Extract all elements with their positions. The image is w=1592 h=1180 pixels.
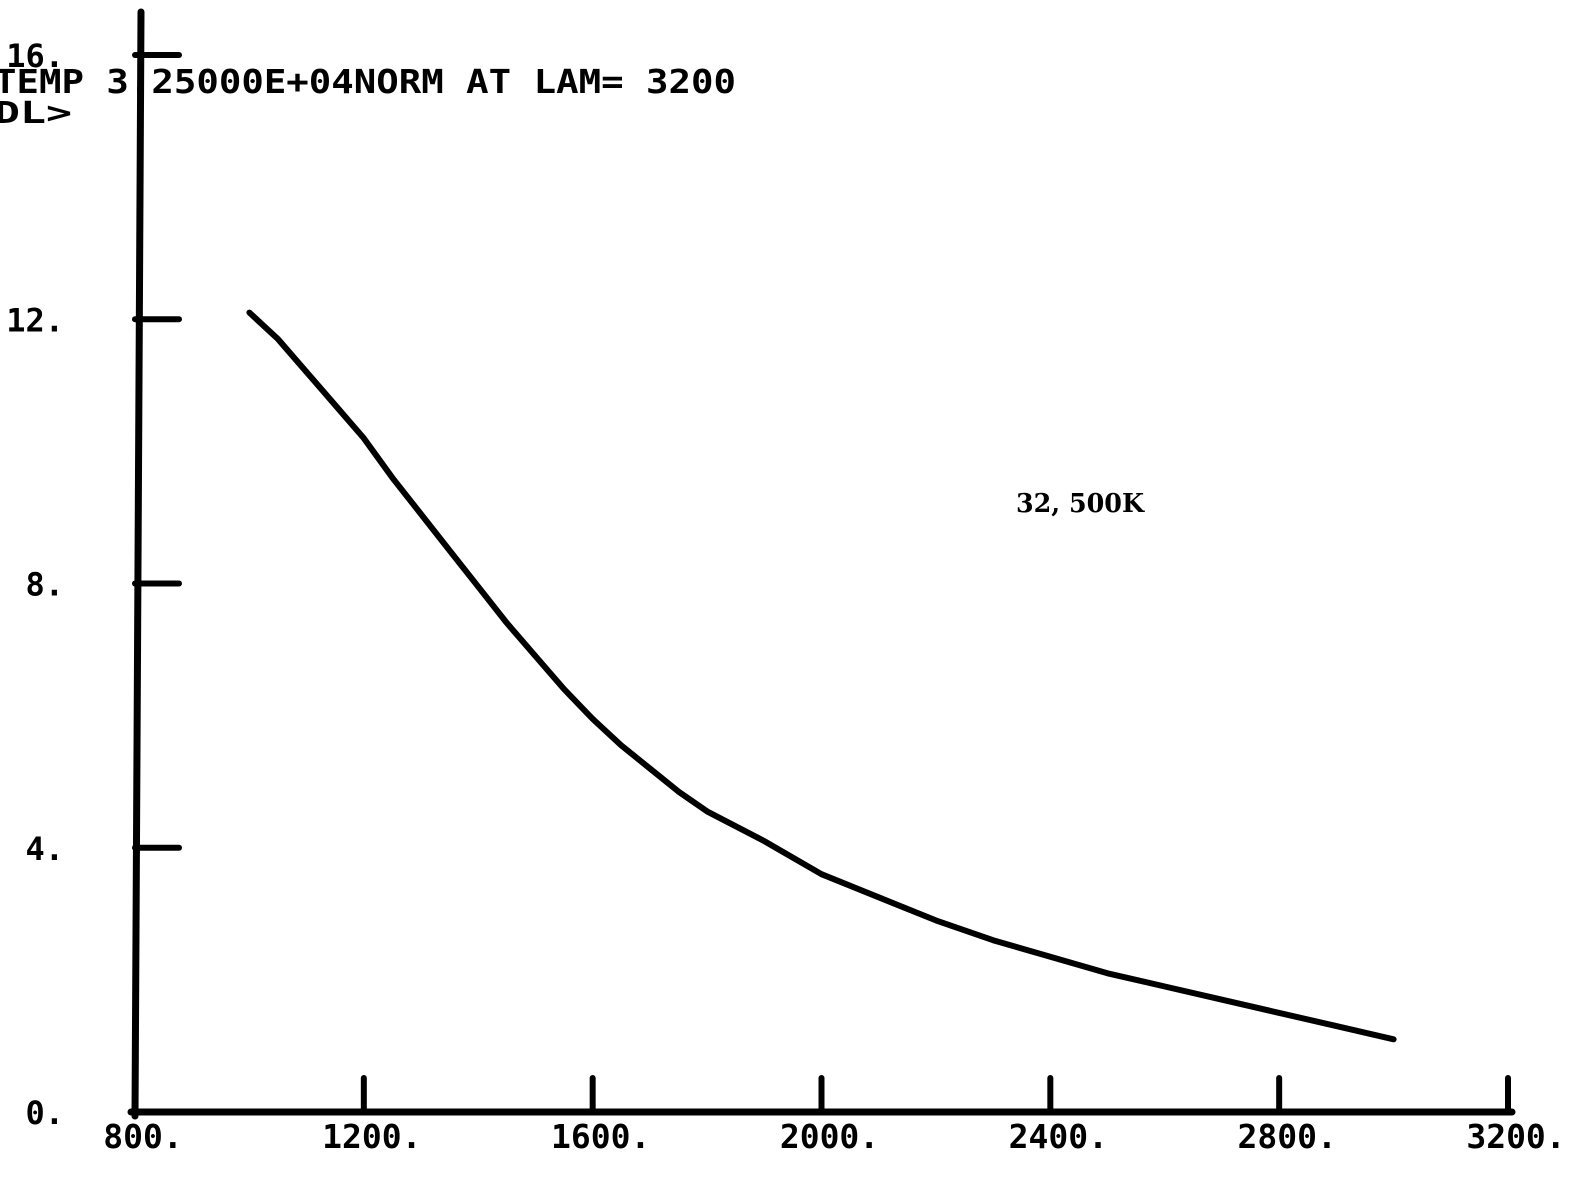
x-tick-label: 800.	[103, 1117, 182, 1156]
series-line	[246, 309, 1397, 1043]
x-tick-labels: 800. 1200. 1600. 2000. 2400. 2800. 3200.	[103, 1117, 1565, 1156]
x-tick-label: 2400.	[1009, 1117, 1108, 1156]
x-tick-label: 1200.	[322, 1117, 421, 1156]
x-tick-label: 2000.	[780, 1117, 879, 1156]
axes	[127, 8, 1516, 1120]
x-tick-label: 1600.	[551, 1117, 650, 1156]
y-tick-label: 8.	[25, 566, 64, 604]
y-tick-label: 0.	[25, 1094, 64, 1132]
y-axis-label: DL>	[0, 96, 72, 131]
y-tick-labels: 0. 4. 8. 12. 16.	[6, 37, 64, 1132]
x-tick-marks	[360, 1075, 1511, 1115]
y-tick-label: 4.	[25, 830, 64, 868]
x-tick-label: 2800.	[1237, 1117, 1336, 1156]
chart-title: TEMP 3.25000E+04NORM AT LAM= 3200	[0, 62, 736, 101]
y-tick-label: 12.	[6, 301, 64, 339]
y-tick-marks	[132, 52, 182, 851]
series-layer	[246, 309, 1397, 1043]
series-annotation: 32, 500K	[1016, 489, 1145, 519]
x-tick-label: 3200.	[1466, 1117, 1565, 1156]
y-axis-line	[131, 8, 145, 1120]
y-tick-label: 16.	[6, 37, 64, 75]
